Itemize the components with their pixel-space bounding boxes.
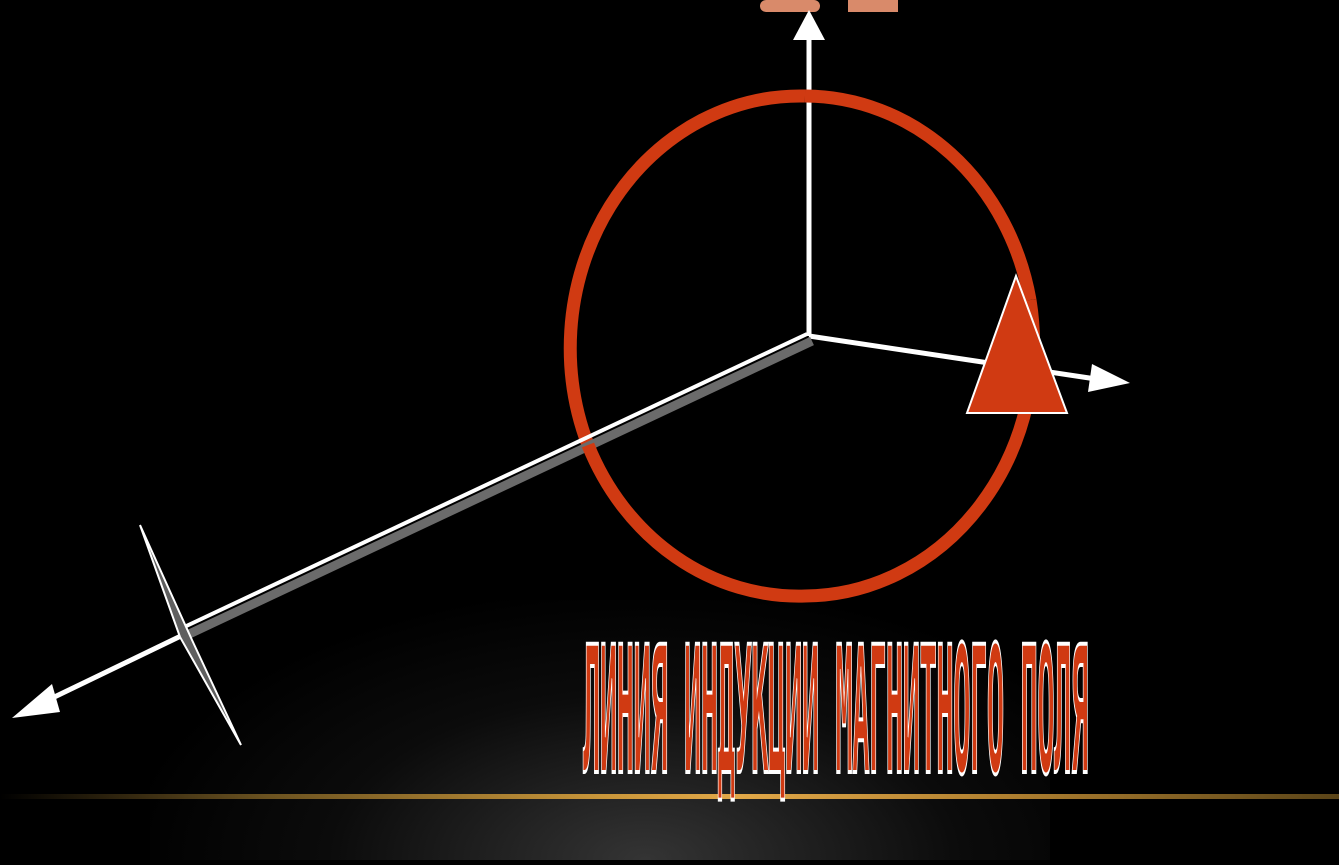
caption-box: ЛИНИЯ ИНДУКЦИИ МАГНИТНОГО ПОЛЯ (583, 608, 1339, 824)
field-direction-arrow (965, 273, 1069, 414)
current-arrow-tail-cross (139, 524, 242, 746)
top-label-fragment (760, 0, 898, 12)
horizontal-axis (808, 333, 1130, 392)
current-direction-arrow (12, 631, 187, 718)
conductor-wire (179, 332, 814, 641)
vertical-axis (793, 10, 825, 336)
field-loop-front (581, 298, 1040, 603)
floor-line (0, 794, 1339, 799)
field-loop-right-top (804, 89, 1037, 302)
field-loop-back (563, 89, 806, 448)
caption-text: ЛИНИЯ ИНДУКЦИИ МАГНИТНОГО ПОЛЯ (583, 608, 1089, 814)
